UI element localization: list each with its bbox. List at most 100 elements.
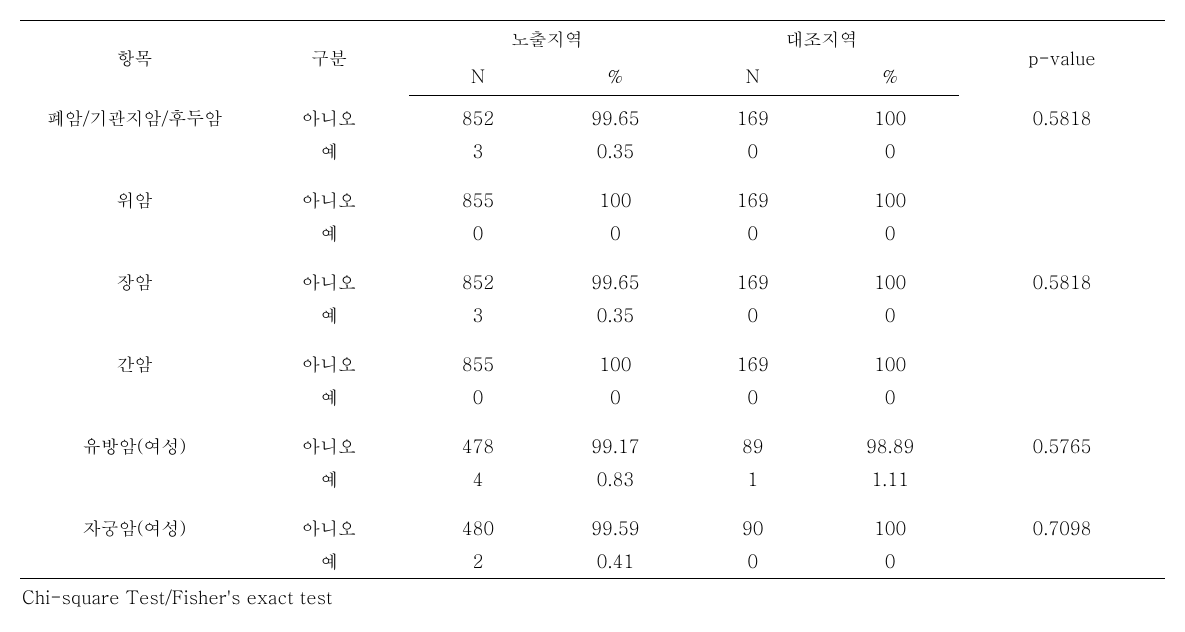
cell-p2: 100 xyxy=(821,342,958,381)
cell-p2: 100 xyxy=(821,260,958,299)
table-row: 유방암(여성)아니오47899.178998.890.5765 xyxy=(20,424,1165,463)
cell-item xyxy=(20,299,249,342)
cell-p1: 0 xyxy=(547,217,684,260)
table-header: 항목 구분 노출지역 대조지역 p-value N % N % xyxy=(20,21,1165,96)
cell-p1: 0.35 xyxy=(547,299,684,342)
cell-item xyxy=(20,135,249,178)
cell-n2: 0 xyxy=(684,135,821,178)
cell-pvalue xyxy=(959,545,1165,579)
header-group1: 노출지역 xyxy=(409,21,684,59)
cell-item: 자궁암(여성) xyxy=(20,506,249,545)
cell-n1: 3 xyxy=(409,299,546,342)
cell-n1: 0 xyxy=(409,217,546,260)
cell-p1: 100 xyxy=(547,342,684,381)
cell-p1: 0 xyxy=(547,381,684,424)
cell-n1: 855 xyxy=(409,342,546,381)
cell-n2: 169 xyxy=(684,260,821,299)
cell-p1: 99.17 xyxy=(547,424,684,463)
cell-p2: 100 xyxy=(821,178,958,217)
cell-pvalue: 0.5765 xyxy=(959,424,1165,463)
table-row: 위암아니오855100169100 xyxy=(20,178,1165,217)
table-row: 예40.8311.11 xyxy=(20,463,1165,506)
cell-p1: 99.59 xyxy=(547,506,684,545)
cell-item: 장암 xyxy=(20,260,249,299)
cell-n2: 0 xyxy=(684,217,821,260)
cell-pvalue: 0.5818 xyxy=(959,260,1165,299)
cell-n1: 4 xyxy=(409,463,546,506)
cell-n1: 478 xyxy=(409,424,546,463)
table-footnote: Chi-square Test/Fisher's exact test xyxy=(20,579,1165,613)
cell-p2: 100 xyxy=(821,506,958,545)
table-row: 예20.4100 xyxy=(20,545,1165,579)
cell-item: 유방암(여성) xyxy=(20,424,249,463)
cell-gubun: 아니오 xyxy=(249,342,409,381)
cell-n1: 2 xyxy=(409,545,546,579)
cancer-prevalence-table: 항목 구분 노출지역 대조지역 p-value N % N % 폐암/기관지암/… xyxy=(20,20,1165,612)
table-row: 장암아니오85299.651691000.5818 xyxy=(20,260,1165,299)
cell-n2: 169 xyxy=(684,342,821,381)
cell-pvalue xyxy=(959,299,1165,342)
cell-p2: 98.89 xyxy=(821,424,958,463)
cell-p2: 100 xyxy=(821,96,958,136)
cell-item: 위암 xyxy=(20,178,249,217)
cell-n1: 0 xyxy=(409,381,546,424)
cell-n2: 1 xyxy=(684,463,821,506)
table-row: 예30.3500 xyxy=(20,135,1165,178)
cell-p2: 1.11 xyxy=(821,463,958,506)
cell-n2: 0 xyxy=(684,545,821,579)
cell-gubun: 예 xyxy=(249,545,409,579)
cell-gubun: 예 xyxy=(249,381,409,424)
cell-item xyxy=(20,381,249,424)
table-row: 예0000 xyxy=(20,217,1165,260)
cell-item xyxy=(20,545,249,579)
header-group2: 대조지역 xyxy=(684,21,959,59)
cell-gubun: 아니오 xyxy=(249,96,409,136)
cell-p1: 0.41 xyxy=(547,545,684,579)
cell-p1: 0.35 xyxy=(547,135,684,178)
header-n1: N xyxy=(409,58,546,96)
cell-n1: 3 xyxy=(409,135,546,178)
header-n2: N xyxy=(684,58,821,96)
cell-pvalue: 0.7098 xyxy=(959,506,1165,545)
cell-p1: 99.65 xyxy=(547,260,684,299)
cell-p1: 100 xyxy=(547,178,684,217)
cell-pvalue: 0.5818 xyxy=(959,96,1165,136)
cell-gubun: 아니오 xyxy=(249,506,409,545)
cell-item xyxy=(20,463,249,506)
cell-gubun: 아니오 xyxy=(249,178,409,217)
cell-p2: 0 xyxy=(821,135,958,178)
cell-gubun: 예 xyxy=(249,299,409,342)
cell-n2: 90 xyxy=(684,506,821,545)
header-gubun: 구분 xyxy=(249,21,409,96)
table-row: 예0000 xyxy=(20,381,1165,424)
cell-n2: 169 xyxy=(684,96,821,136)
cell-p2: 0 xyxy=(821,545,958,579)
cell-gubun: 예 xyxy=(249,217,409,260)
table-row: 폐암/기관지암/후두암아니오85299.651691000.5818 xyxy=(20,96,1165,136)
table-row: 자궁암(여성)아니오48099.59901000.7098 xyxy=(20,506,1165,545)
header-item: 항목 xyxy=(20,21,249,96)
cell-item: 간암 xyxy=(20,342,249,381)
cell-n1: 480 xyxy=(409,506,546,545)
cell-n1: 855 xyxy=(409,178,546,217)
cell-pvalue xyxy=(959,463,1165,506)
cell-pvalue xyxy=(959,135,1165,178)
cell-n2: 89 xyxy=(684,424,821,463)
cell-p2: 0 xyxy=(821,217,958,260)
cell-pvalue xyxy=(959,217,1165,260)
cell-item: 폐암/기관지암/후두암 xyxy=(20,96,249,136)
cell-gubun: 예 xyxy=(249,463,409,506)
header-p1: % xyxy=(547,58,684,96)
table-body: 폐암/기관지암/후두암아니오85299.651691000.5818예30.35… xyxy=(20,96,1165,579)
table-row: 예30.3500 xyxy=(20,299,1165,342)
cell-n2: 0 xyxy=(684,381,821,424)
cell-item xyxy=(20,217,249,260)
cell-gubun: 아니오 xyxy=(249,260,409,299)
cell-gubun: 아니오 xyxy=(249,424,409,463)
cell-n2: 0 xyxy=(684,299,821,342)
cell-gubun: 예 xyxy=(249,135,409,178)
header-pvalue: p-value xyxy=(959,21,1165,96)
cell-n1: 852 xyxy=(409,96,546,136)
cell-p2: 0 xyxy=(821,381,958,424)
cell-pvalue xyxy=(959,342,1165,381)
